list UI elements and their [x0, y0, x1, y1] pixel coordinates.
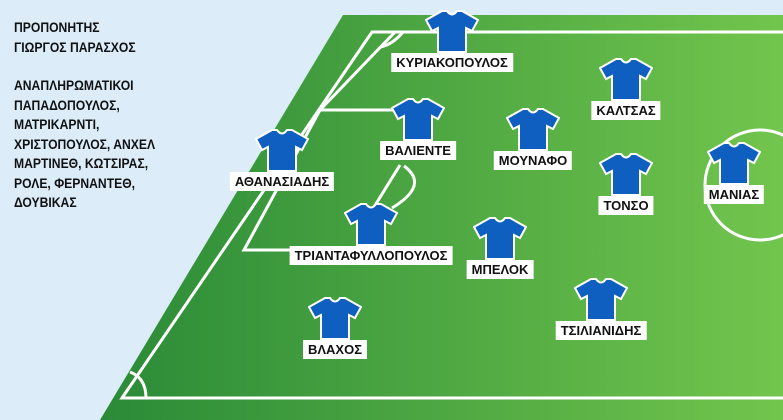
player-name: ΚΑΛΤΣΑΣ: [591, 101, 661, 120]
substitute-line: ΠΑΠΑΔΟΠΟΥΛΟΣ,: [14, 97, 120, 113]
player-name: ΒΛΑΧΟΣ: [302, 340, 368, 359]
substitute-line: ΧΡΙΣΤΟΠΟΥΛΟΣ, ΑΝΧΕΛ: [14, 136, 156, 152]
shirt-icon: [344, 203, 398, 246]
shirt-icon: [599, 153, 653, 196]
shirt-icon: [506, 108, 560, 151]
coach-title: ΠΡΟΠΟΝΗΤΗΣ: [14, 20, 100, 35]
substitute-line: ΜΑΤΡΙΚΑΡΝΤΙ,: [14, 117, 100, 132]
shirt-icon: [308, 297, 362, 340]
shirt-icon: [599, 58, 653, 101]
player-name: ΜΟΥΝΑΦΟ: [493, 151, 573, 170]
substitute-line: ΜΑΡΤΙΝΕΘ, ΚΩΤΣΙΡΑΣ,: [14, 156, 149, 171]
substitute-line: ΔΟΥΒΙΚΑΣ: [14, 195, 77, 210]
shirt-icon: [425, 10, 479, 53]
side-panel: ΠΡΟΠΟΝΗΤΗΣ ΓΙΩΡΓΟΣ ΠΑΡΑΣΧΟΣ ΑΝΑΠΛΗΡΩΜΑΤΙ…: [14, 18, 155, 213]
player-name: ΜΠΕΛΟΚ: [466, 260, 534, 279]
player-name: ΤΡΙΑΝΤΑΦΥΛΛΟΠΟΥΛΟΣ: [289, 246, 453, 265]
pitch-surface: [100, 15, 783, 420]
substitutes-title: ΑΝΑΠΛΗΡΩΜΑΤΙΚΟΙ: [14, 78, 134, 93]
player-name: ΒΑΛΙΕΝΤΕ: [380, 141, 456, 160]
shirt-icon: [574, 278, 628, 321]
player-name: ΑΘΑΝΑΣΙΑΔΗΣ: [229, 172, 335, 191]
player-name: ΤΟΝΣΟ: [598, 196, 654, 215]
player-name: ΚΥΡΙΑΚΟΠΟΥΛΟΣ: [391, 53, 513, 72]
shirt-icon: [473, 217, 527, 260]
coach-name: ΓΙΩΡΓΟΣ ΠΑΡΑΣΧΟΣ: [14, 39, 136, 55]
shirt-icon: [707, 142, 761, 185]
substitute-line: ΡΟΛΕ, ΦΕΡΝΑΝΤΕΘ,: [14, 175, 136, 191]
shirt-icon: [391, 98, 445, 141]
player-name: ΜΑΝΙΑΣ: [703, 185, 765, 204]
shirt-icon: [255, 129, 309, 172]
player-name: ΤΣΙΛΙΑΝΙΔΗΣ: [555, 321, 647, 340]
